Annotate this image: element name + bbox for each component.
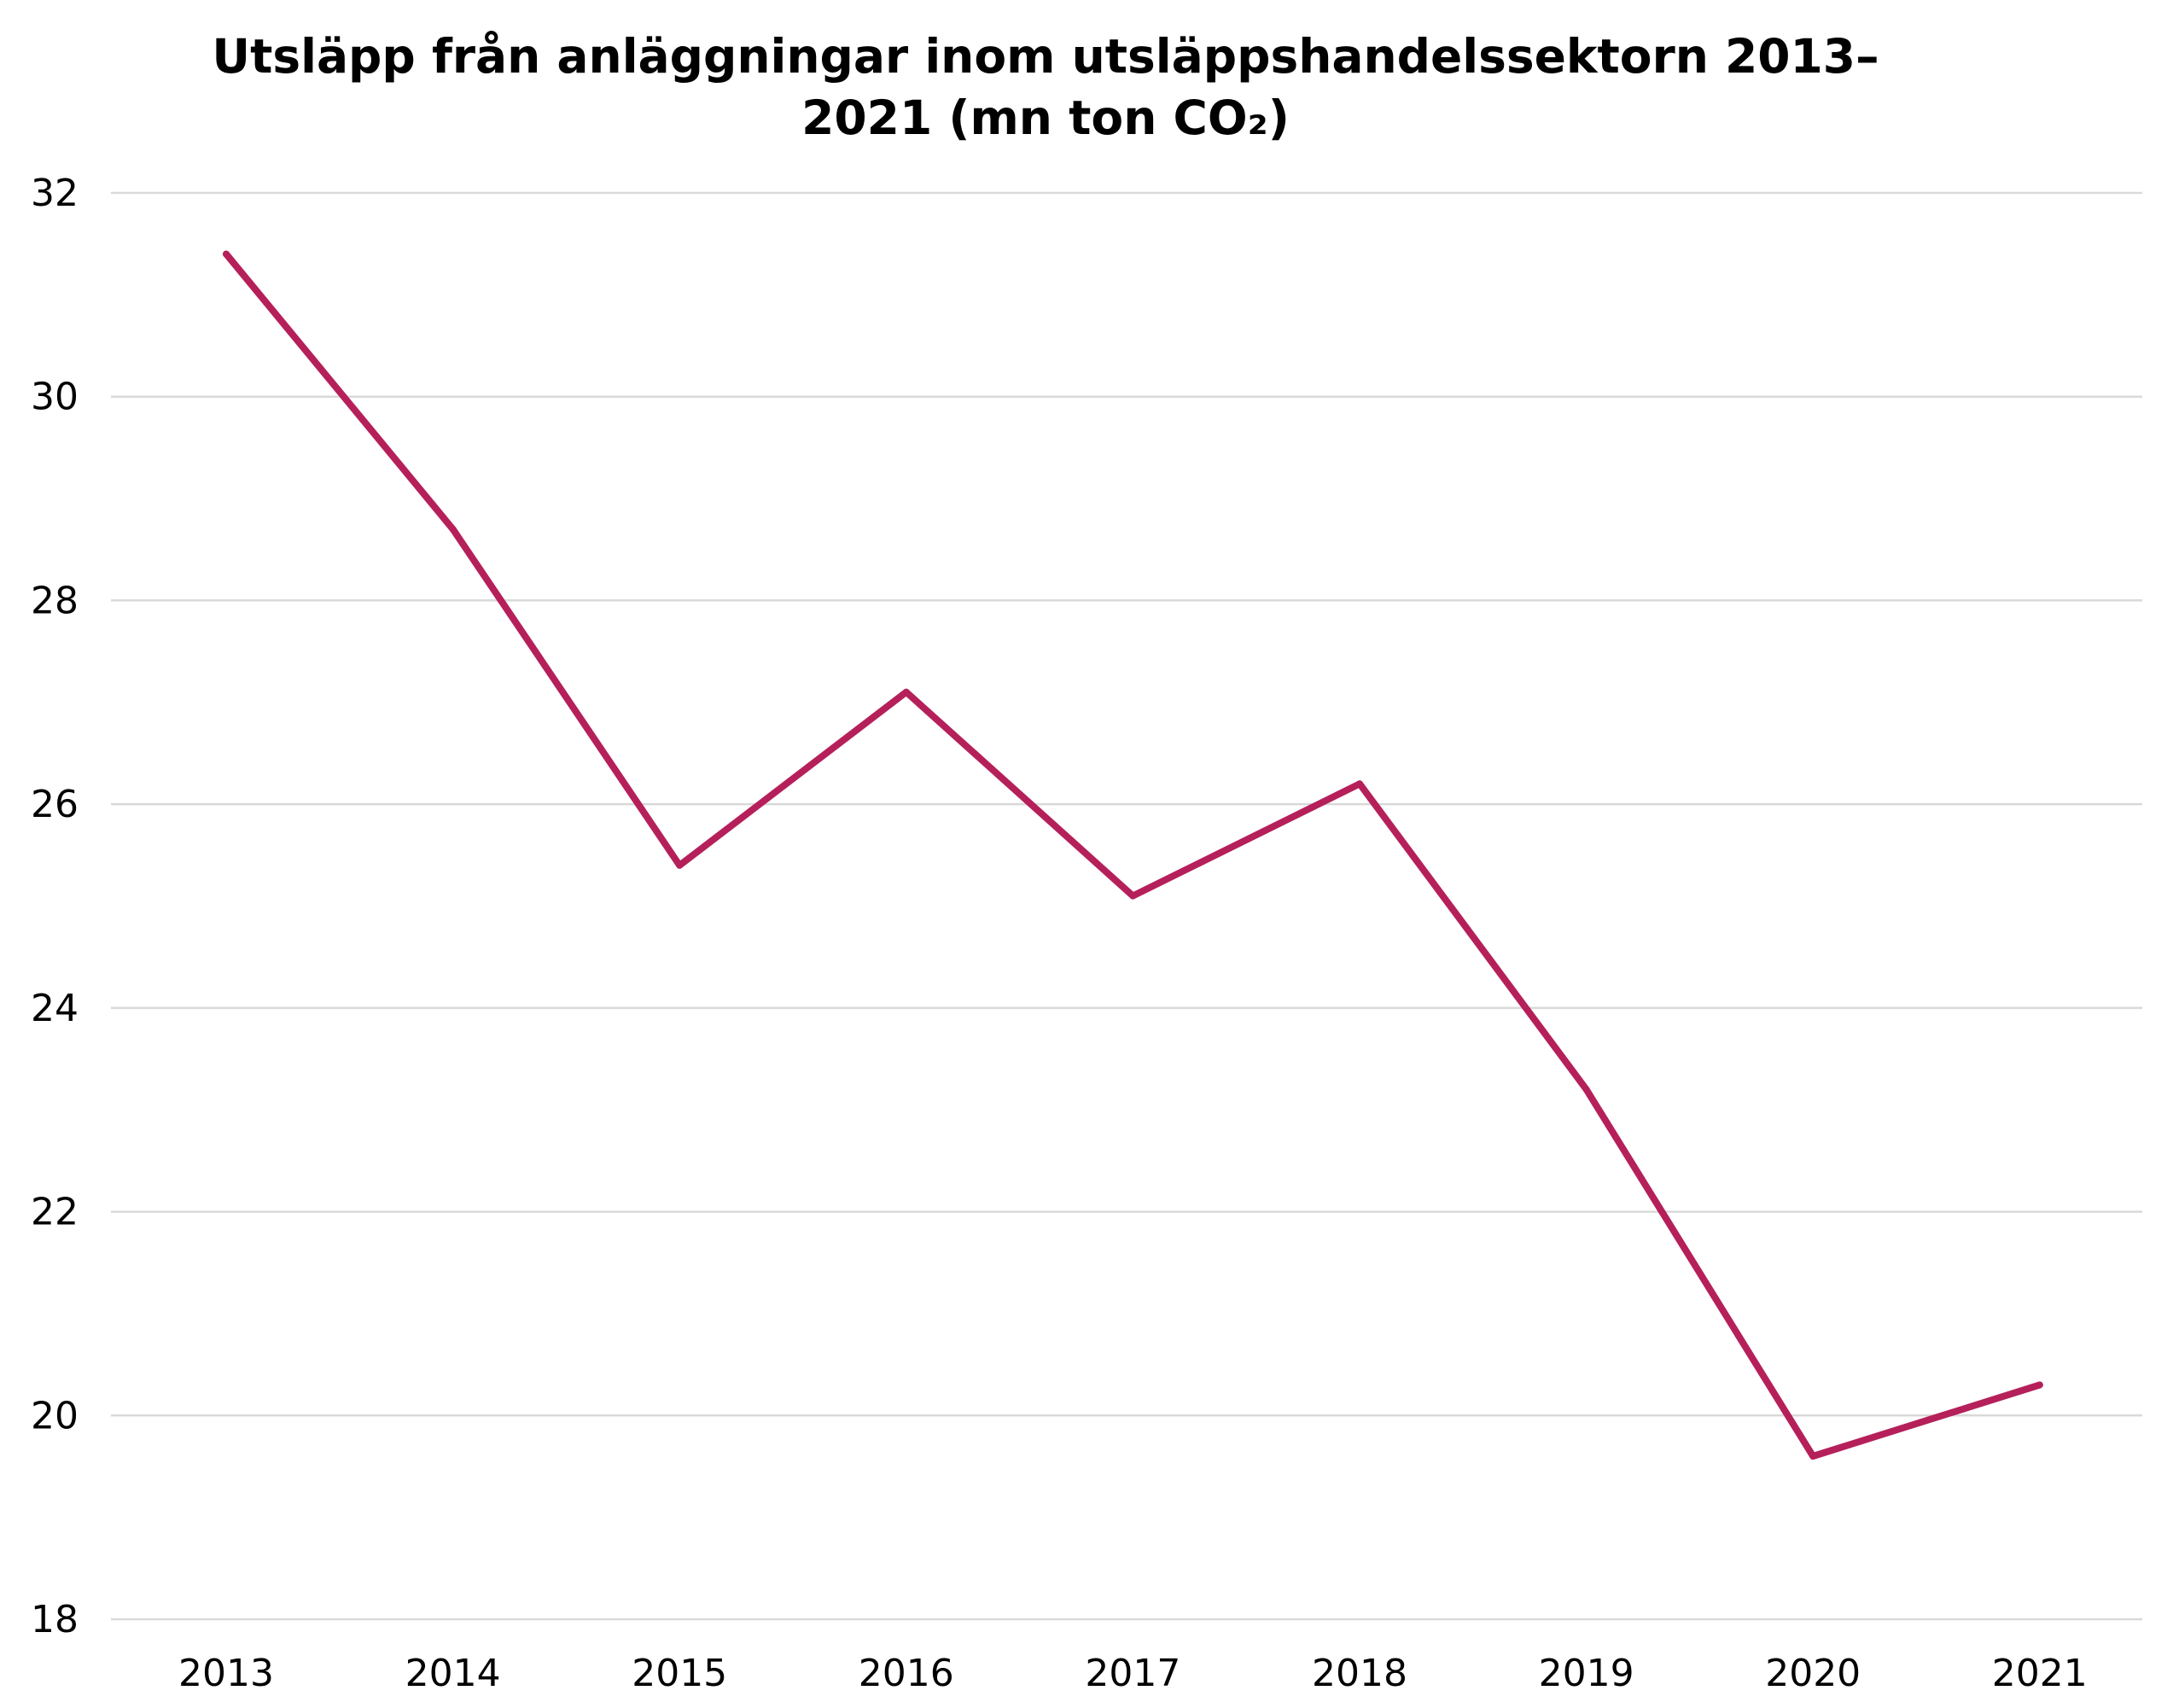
y-tick-label: 30 [31, 376, 79, 419]
chart-title-line-2: 2021 (mn ton CO₂) [801, 90, 1290, 145]
y-tick-label: 26 [31, 783, 79, 826]
y-tick-label: 32 [31, 172, 79, 215]
y-tick-label: 18 [31, 1598, 79, 1641]
data-point-2013 [223, 250, 230, 258]
x-tick-label: 2014 [405, 1652, 501, 1695]
x-tick-label: 2019 [1539, 1652, 1634, 1695]
data-point-2019 [1582, 1086, 1590, 1093]
chart-title: Utsläpp från anläggningar inom utsläppsh… [0, 26, 2091, 149]
x-tick-label: 2016 [859, 1652, 954, 1695]
x-tick-label: 2017 [1085, 1652, 1180, 1695]
data-point-2015 [676, 861, 684, 869]
data-point-2021 [2036, 1381, 2043, 1389]
gridlines [111, 191, 2142, 1621]
y-tick-label: 22 [31, 1191, 79, 1234]
data-point-2018 [1356, 780, 1363, 788]
chart-title-line-1: Utsläpp från anläggningar inom utsläppsh… [212, 29, 1879, 84]
x-tick-label: 2013 [178, 1652, 274, 1695]
data-point-2016 [902, 688, 910, 696]
x-tick-label: 2020 [1765, 1652, 1861, 1695]
series-layer [223, 250, 2043, 1460]
y-tick-label: 20 [31, 1394, 79, 1437]
data-point-2017 [1129, 892, 1137, 900]
data-point-2020 [1809, 1453, 1817, 1460]
series-line [223, 250, 2043, 1460]
data-point-2014 [449, 525, 457, 533]
x-tick-label: 2018 [1312, 1652, 1407, 1695]
y-tick-label: 24 [31, 987, 79, 1030]
x-tick-label: 2021 [1992, 1652, 2088, 1695]
x-tick-label: 2015 [632, 1652, 727, 1695]
y-tick-label: 28 [31, 579, 79, 622]
y-axis-tick-labels: 18 20 22 24 26 28 30 32 [31, 172, 79, 1641]
x-axis-tick-labels: 2013 2014 2015 2016 2017 2018 2019 2020 2021 [178, 1652, 2088, 1695]
